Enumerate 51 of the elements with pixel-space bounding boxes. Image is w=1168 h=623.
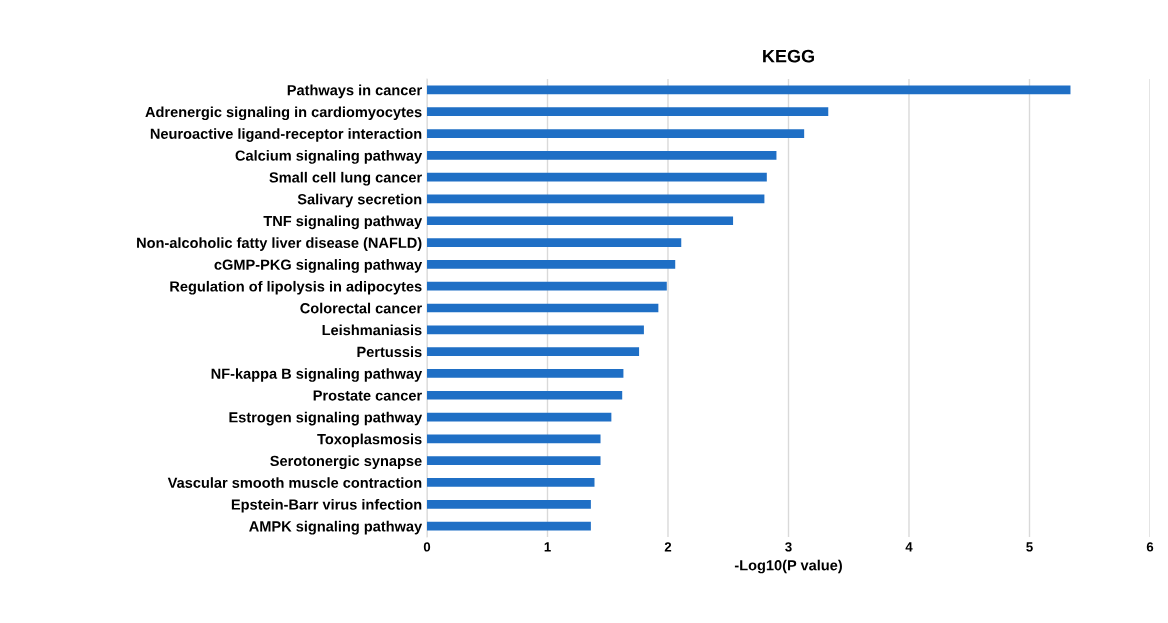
bar <box>427 172 767 182</box>
bar <box>427 347 640 356</box>
bar <box>427 499 591 509</box>
x-axis-title: -Log10(P value) <box>734 559 842 574</box>
x-tick-label: 3 <box>785 542 792 552</box>
y-tick-label: Prostate cancer <box>313 390 422 401</box>
y-tick-label: AMPK signaling pathway <box>249 520 423 535</box>
y-tick-label: Leishmaniasis <box>322 324 422 336</box>
x-tick-label: 2 <box>664 542 672 552</box>
chart-title: KEGG <box>763 49 814 63</box>
x-tick-label: 6 <box>1146 542 1154 552</box>
bar <box>427 129 805 138</box>
y-tick-label: Epstein-Barr virus infection <box>231 499 422 513</box>
y-tick-label: Regulation of lipolysis in adipocytes <box>170 280 422 295</box>
bar <box>427 456 601 466</box>
y-tick-label: Colorectal cancer <box>300 302 422 314</box>
bar <box>427 85 1071 95</box>
x-tick-label: 1 <box>544 542 551 552</box>
y-tick-label: Vascular smooth muscle contraction <box>167 477 422 488</box>
y-tick-label: TNF signaling pathway <box>263 215 423 230</box>
bar <box>427 238 682 247</box>
x-tick-label: 4 <box>905 542 913 552</box>
bar <box>427 325 644 335</box>
bar <box>427 281 667 291</box>
y-tick-label: Neuroactive ligand-receptor interaction <box>150 128 422 142</box>
y-tick-label: Pathways in cancer <box>287 84 422 99</box>
bar <box>427 412 612 422</box>
y-tick-label: NF-kappa B signaling pathway <box>211 368 423 382</box>
x-tick-label: 5 <box>1026 542 1033 552</box>
bar <box>427 107 829 117</box>
y-tick-label: Toxoplasmosis <box>317 433 422 448</box>
bar <box>427 194 765 204</box>
bar <box>427 303 659 313</box>
y-tick-label: Adrenergic signaling in cardiomyocytes <box>145 106 422 121</box>
x-tick-label: 0 <box>423 542 431 552</box>
y-tick-label: Estrogen signaling pathway <box>229 411 423 426</box>
bar <box>427 390 623 400</box>
bar <box>427 478 595 487</box>
y-tick-label: Salivary secretion <box>297 193 422 208</box>
y-tick-label: Non-alcoholic fatty liver disease (NAFLD) <box>137 237 422 251</box>
bar <box>427 521 591 531</box>
bar <box>427 369 624 378</box>
y-tick-label: Serotonergic synapse <box>270 455 422 470</box>
bar <box>427 434 601 444</box>
bar <box>427 260 676 269</box>
y-tick-label: Calcium signaling pathway <box>235 150 423 164</box>
bar <box>427 216 734 226</box>
y-tick-label: Pertussis <box>357 346 422 358</box>
y-tick-label: Small cell lung cancer <box>269 171 422 186</box>
bar <box>427 150 777 160</box>
y-tick-label: cGMP-PKG signaling pathway <box>214 259 423 273</box>
